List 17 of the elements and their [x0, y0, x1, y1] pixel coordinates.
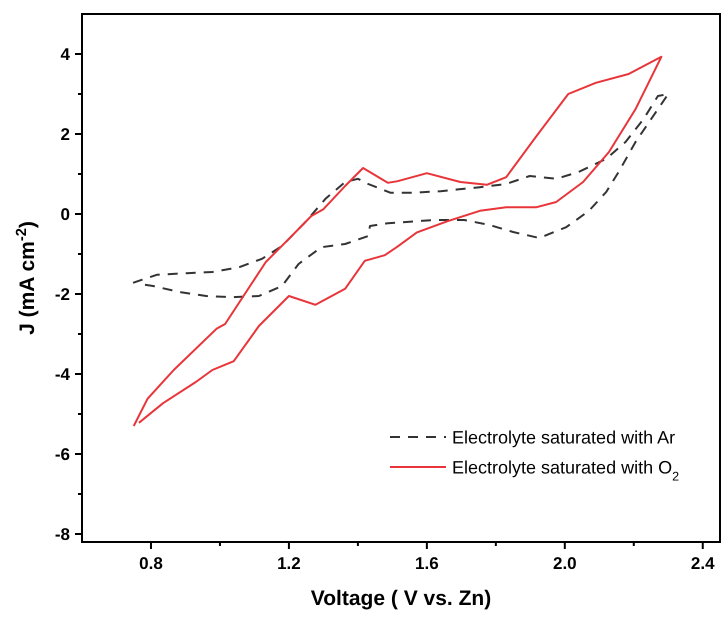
- y-tick-label: -6: [54, 444, 70, 464]
- x-tick-label: 1.6: [415, 554, 439, 573]
- legend-label: Electrolyte saturated with O$_{2}$: [452, 457, 680, 484]
- legend-label: Electrolyte saturated with Ar: [452, 427, 676, 448]
- y-tick-label: 2: [60, 124, 70, 144]
- line-series: [132, 56, 662, 427]
- y-tick-label: -8: [54, 524, 70, 544]
- x-tick-label: 2.4: [690, 554, 716, 573]
- y-tick-label: 0: [60, 204, 70, 224]
- y-tick-label: 4: [60, 44, 71, 64]
- x-tick-label: 2.0: [552, 554, 577, 573]
- x-tick-label: 0.8: [139, 554, 163, 573]
- x-tick-label: 1.2: [277, 554, 301, 573]
- y-tick-label: -4: [54, 364, 71, 384]
- x-axis-title: Voltage ( V vs. Zn): [310, 587, 492, 610]
- line-series: [132, 93, 670, 298]
- y-tick-label: -2: [54, 284, 70, 304]
